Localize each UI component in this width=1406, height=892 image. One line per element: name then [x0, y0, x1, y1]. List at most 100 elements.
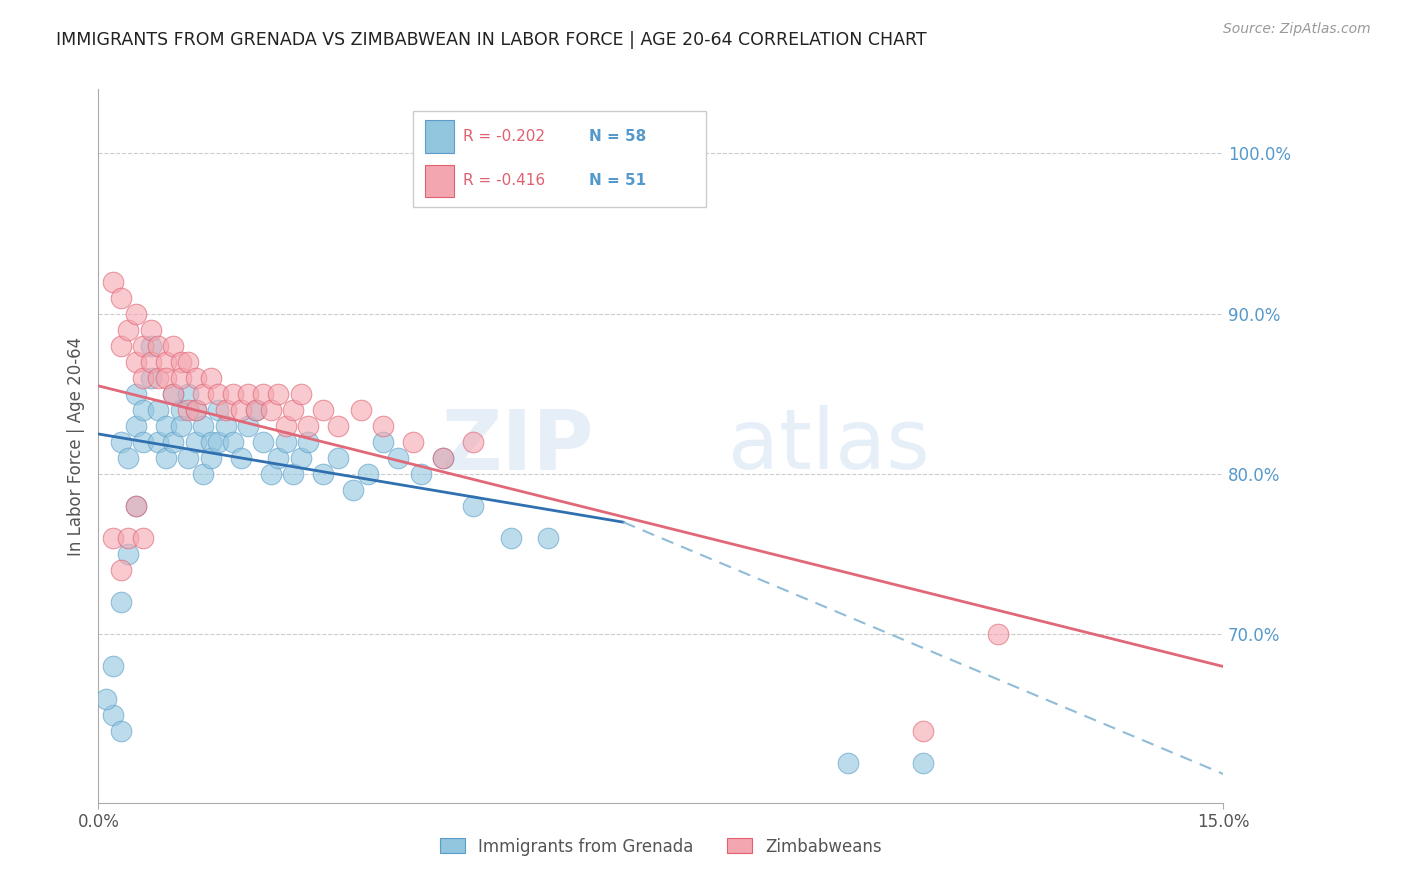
Point: [132, 531, 155, 545]
Point: [200, 371, 222, 385]
Point: [252, 435, 274, 450]
Point: [110, 595, 132, 609]
Point: [162, 339, 184, 353]
Point: [155, 371, 177, 385]
Legend: Immigrants from Grenada, Zimbabweans: Immigrants from Grenada, Zimbabweans: [433, 831, 889, 863]
Text: ZIP: ZIP: [441, 406, 593, 486]
Point: [499, 531, 522, 545]
Point: [177, 387, 200, 401]
Point: [222, 387, 245, 401]
Point: [148, 403, 170, 417]
Point: [110, 339, 132, 353]
Point: [252, 387, 274, 401]
Point: [125, 307, 148, 321]
Point: [245, 403, 267, 417]
Point: [162, 387, 184, 401]
Point: [139, 355, 162, 369]
Point: [432, 450, 454, 465]
Point: [132, 339, 155, 353]
Point: [117, 531, 139, 545]
Point: [170, 355, 193, 369]
Point: [267, 387, 290, 401]
Point: [537, 531, 560, 545]
Point: [432, 450, 454, 465]
Y-axis label: In Labor Force | Age 20-64: In Labor Force | Age 20-64: [66, 336, 84, 556]
Point: [238, 387, 260, 401]
Point: [283, 467, 305, 481]
Point: [229, 450, 252, 465]
Point: [139, 371, 162, 385]
Point: [170, 403, 193, 417]
Point: [193, 419, 215, 434]
Point: [110, 435, 132, 450]
Point: [222, 435, 245, 450]
Point: [912, 723, 935, 738]
Point: [155, 450, 177, 465]
Point: [912, 756, 935, 770]
Point: [117, 323, 139, 337]
Point: [260, 403, 283, 417]
Point: [103, 707, 125, 722]
Point: [207, 387, 229, 401]
Point: [328, 450, 350, 465]
Point: [290, 387, 312, 401]
Point: [200, 450, 222, 465]
Point: [148, 371, 170, 385]
Point: [274, 419, 297, 434]
Point: [184, 403, 207, 417]
Point: [193, 387, 215, 401]
Text: Source: ZipAtlas.com: Source: ZipAtlas.com: [1223, 22, 1371, 37]
Point: [148, 339, 170, 353]
Point: [162, 435, 184, 450]
Point: [290, 450, 312, 465]
Point: [148, 435, 170, 450]
Point: [155, 355, 177, 369]
Point: [229, 403, 252, 417]
Point: [463, 435, 485, 450]
Point: [162, 387, 184, 401]
Point: [463, 499, 485, 513]
Point: [184, 435, 207, 450]
Point: [184, 371, 207, 385]
Point: [132, 435, 155, 450]
Point: [125, 499, 148, 513]
Point: [132, 371, 155, 385]
Point: [342, 483, 364, 497]
Point: [297, 419, 319, 434]
Point: [274, 435, 297, 450]
Point: [260, 467, 283, 481]
Point: [103, 531, 125, 545]
Point: [177, 403, 200, 417]
Point: [103, 275, 125, 289]
Point: [987, 627, 1010, 641]
Point: [387, 450, 409, 465]
Text: atlas: atlas: [728, 406, 929, 486]
Point: [139, 339, 162, 353]
Point: [837, 756, 859, 770]
Point: [200, 435, 222, 450]
Point: [117, 547, 139, 561]
Point: [155, 419, 177, 434]
Point: [177, 450, 200, 465]
Point: [125, 387, 148, 401]
Point: [110, 563, 132, 577]
Point: [312, 403, 335, 417]
Point: [238, 419, 260, 434]
Point: [312, 467, 335, 481]
Text: IMMIGRANTS FROM GRENADA VS ZIMBABWEAN IN LABOR FORCE | AGE 20-64 CORRELATION CHA: IMMIGRANTS FROM GRENADA VS ZIMBABWEAN IN…: [56, 31, 927, 49]
Point: [177, 355, 200, 369]
Point: [357, 467, 380, 481]
Point: [139, 323, 162, 337]
Point: [117, 450, 139, 465]
Point: [110, 291, 132, 305]
Point: [350, 403, 373, 417]
Point: [297, 435, 319, 450]
Point: [207, 435, 229, 450]
Point: [103, 659, 125, 673]
Point: [373, 419, 395, 434]
Point: [207, 403, 229, 417]
Point: [125, 499, 148, 513]
Point: [215, 403, 238, 417]
Point: [328, 419, 350, 434]
Point: [373, 435, 395, 450]
